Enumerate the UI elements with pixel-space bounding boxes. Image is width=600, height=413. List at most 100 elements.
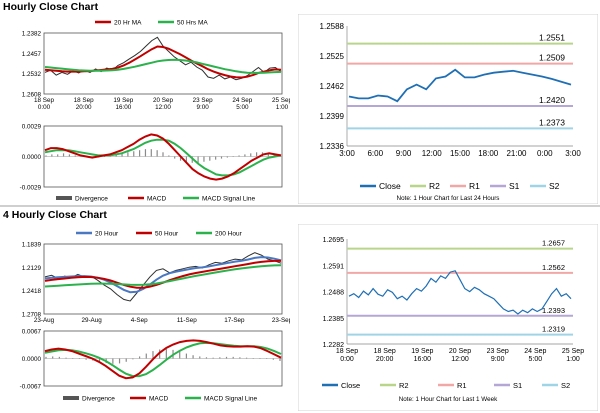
legend-item-label: 200 Hour — [215, 231, 243, 238]
series-line-20-hour — [44, 256, 282, 294]
divergence-bar — [185, 156, 187, 162]
divergence-bar — [115, 154, 117, 157]
legend-item-label: Divergence — [82, 396, 115, 403]
divergence-bar — [150, 149, 152, 157]
legend-item-label: 20 Hr MA — [114, 20, 142, 27]
series-line-macd-signal — [44, 341, 282, 378]
divergence-bar — [212, 357, 214, 359]
section-divider — [0, 205, 600, 207]
series-line-close — [348, 270, 572, 315]
legend-item-label: S2 — [549, 181, 560, 191]
divergence-bar — [273, 154, 275, 157]
divergence-bar — [239, 357, 241, 359]
divergence-bar — [203, 156, 205, 162]
x-tick-label: 12:00 — [422, 149, 443, 158]
divergence-bar — [103, 156, 106, 157]
divergence-bar — [85, 358, 87, 360]
legend-item-label: Close — [379, 181, 401, 191]
chart-note: Note: 1 Hour Chart for Last 24 Hours — [397, 195, 500, 202]
x-tick-label: 20:00 — [76, 104, 92, 111]
divergence-bar — [272, 358, 274, 360]
y-tick-label: 1.2488 — [323, 290, 345, 297]
y-tick-label: 1.2532 — [22, 71, 42, 78]
level-label-r1: 1.2562 — [542, 263, 565, 272]
series-line-macd — [44, 339, 282, 380]
divergence-bar — [121, 153, 123, 157]
divergence-bar — [219, 357, 221, 359]
divergence-bar — [192, 355, 194, 359]
y-tick-label: 0.0000 — [22, 356, 42, 363]
legend-item-label: Close — [341, 381, 360, 390]
x-tick-label: 12:00 — [155, 104, 171, 111]
x-tick-label: 18 Sep — [34, 97, 54, 104]
x-tick-label: 1:00 — [566, 356, 580, 363]
hourly-levels-chart: 1.2588 1.2525 1.2462 1.2399 1.2336 1.2551 1.25… — [298, 14, 598, 204]
series-line-200-hour — [44, 264, 282, 288]
divergence-bar — [139, 356, 141, 359]
x-tick-label: 4-Sep — [131, 317, 148, 324]
divergence-bar — [225, 356, 228, 359]
x-tick-label: 25 Sep — [272, 97, 290, 104]
x-tick-label: 16:00 — [115, 104, 131, 111]
series-line-macd-signal — [44, 138, 282, 177]
legend-item-label: S2 — [561, 381, 570, 390]
divergence-bar — [185, 353, 187, 359]
divergence-bar — [179, 351, 181, 359]
y-tick-label: -0.0067 — [20, 384, 42, 391]
divergence-bar — [78, 358, 81, 359]
divergence-bar — [152, 351, 154, 359]
x-tick-label: 1:00 — [276, 104, 289, 111]
x-tick-label: 15:00 — [450, 149, 471, 158]
x-tick-label: 20 Sep — [153, 97, 173, 104]
divergence-bar — [259, 358, 261, 359]
x-tick-label: 24 Sep — [524, 348, 546, 355]
x-tick-label: 23-Aug — [34, 317, 55, 324]
divergence-bar — [279, 358, 281, 361]
level-label-s1: 1.2420 — [539, 95, 565, 105]
legend-item-label: MACD Signal Line — [204, 396, 257, 403]
divergence-bar — [162, 152, 164, 157]
divergence-bar — [238, 155, 240, 157]
y-tick-label: 1.2399 — [320, 112, 345, 121]
chart-note: Note: 1 Hour Chart for Last 1 Week — [399, 396, 498, 403]
divergence-bar — [68, 154, 70, 157]
y-tick-label: 1.2708 — [22, 312, 42, 319]
x-tick-label: 12:00 — [451, 356, 469, 363]
divergence-bar — [72, 358, 74, 359]
divergence-bar — [52, 356, 54, 359]
level-label-s1: 1.2393 — [542, 306, 565, 315]
y-tick-label: -0.0029 — [20, 185, 42, 192]
x-tick-label: 17-Sep — [224, 317, 245, 324]
x-tick-label: 18:00 — [478, 149, 499, 158]
divergence-bar — [98, 358, 101, 362]
legend-item-label: MACD Signal Line — [202, 196, 255, 203]
y-tick-label: 1.2695 — [323, 237, 345, 244]
x-tick-label: 3:00 — [565, 149, 581, 158]
x-tick-label: 18 Sep — [74, 97, 94, 104]
x-tick-label: 20:00 — [376, 356, 394, 363]
divergence-bar — [220, 156, 223, 159]
level-label-s2: 1.2319 — [542, 325, 565, 334]
divergence-bar — [112, 358, 114, 364]
divergence-bar — [133, 151, 135, 157]
divergence-bar — [168, 155, 170, 157]
y-tick-label: 1.2129 — [22, 265, 42, 272]
legend-item-swatch — [63, 396, 79, 400]
x-tick-label: 23-Sep — [272, 317, 290, 324]
divergence-bar — [215, 156, 217, 160]
legend-item-label: 20 Hour — [95, 231, 119, 238]
y-tick-label: 1.2418 — [22, 288, 42, 295]
x-tick-label: 19 Sep — [113, 97, 133, 104]
legend-item-label: R1 — [457, 381, 467, 390]
divergence-bar — [132, 358, 134, 360]
divergence-bar — [165, 349, 167, 359]
divergence-bar — [209, 156, 211, 161]
legend-item-label: R2 — [429, 181, 440, 191]
divergence-bar — [51, 154, 53, 157]
x-tick-label: 24 Sep — [232, 97, 252, 104]
x-tick-label: 21:00 — [506, 149, 527, 158]
divergence-bar — [45, 155, 47, 157]
y-tick-label: 1.2588 — [320, 22, 345, 31]
divergence-bar — [232, 356, 234, 359]
